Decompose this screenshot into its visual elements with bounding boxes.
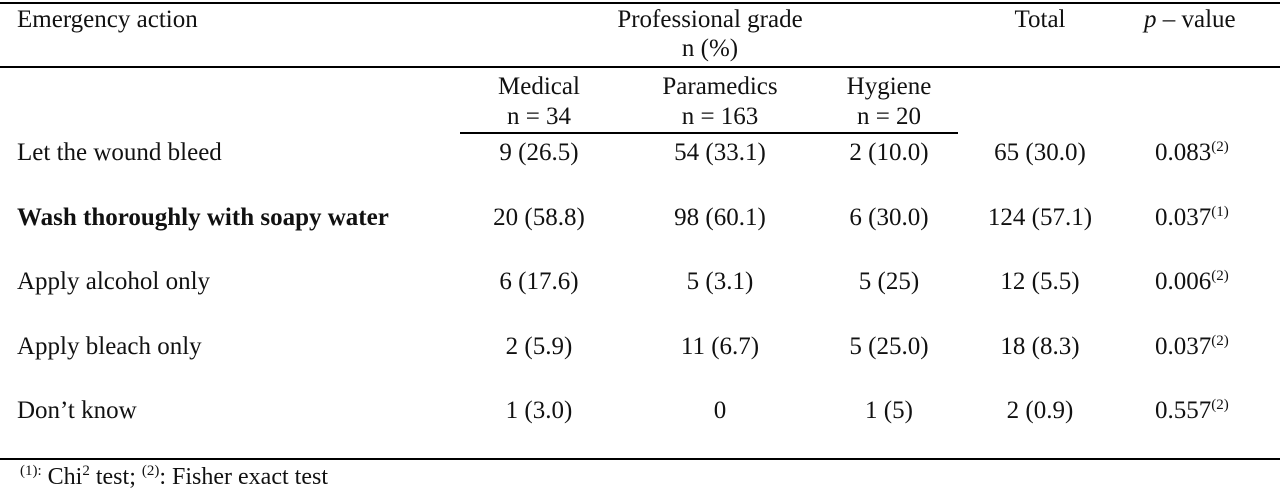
top-rule bbox=[0, 2, 1280, 4]
cell-total: 65 (30.0) bbox=[994, 139, 1086, 166]
test-marker: (1) bbox=[1211, 204, 1229, 220]
table-footnote: (1): Chi2 test; (2): Fisher exact test bbox=[20, 463, 328, 491]
header-total: Total bbox=[1014, 6, 1066, 33]
cell-medical: 1 (3.0) bbox=[505, 397, 573, 424]
cell-medical: 2 (5.9) bbox=[505, 333, 573, 360]
cell-hygiene: 1 (5) bbox=[865, 397, 913, 424]
cell-p-value: 0.083(2) bbox=[1155, 139, 1229, 166]
test-marker: (2) bbox=[1211, 397, 1229, 413]
cell-p-value: 0.037(1) bbox=[1155, 204, 1229, 231]
cell-hygiene: 6 (30.0) bbox=[849, 204, 929, 231]
cell-total: 12 (5.5) bbox=[1000, 268, 1080, 295]
header-rule bbox=[0, 66, 1280, 68]
cell-total: 18 (8.3) bbox=[1000, 333, 1080, 360]
cell-hygiene: 5 (25.0) bbox=[849, 333, 929, 360]
row-label: Apply bleach only bbox=[17, 333, 202, 360]
test-marker: (2) bbox=[1211, 268, 1229, 284]
cell-total: 2 (0.9) bbox=[1006, 397, 1074, 424]
row-label: Wash thoroughly with soapy water bbox=[17, 204, 389, 231]
cell-paramedics: 5 (3.1) bbox=[686, 268, 754, 295]
cell-p-value: 0.557(2) bbox=[1155, 397, 1229, 424]
header-group-title: Professional grade bbox=[617, 6, 803, 33]
row-label: Don’t know bbox=[17, 397, 137, 424]
header-group-sub: n (%) bbox=[681, 35, 739, 62]
col-paramedics-name: Paramedics bbox=[662, 73, 778, 100]
col-medical-name: Medical bbox=[498, 73, 580, 100]
col-medical-n: n = 34 bbox=[506, 103, 572, 130]
test-marker: (2) bbox=[1211, 139, 1229, 155]
cell-medical: 20 (58.8) bbox=[493, 204, 585, 231]
cell-paramedics: 0 bbox=[713, 397, 727, 424]
header-p-italic: p bbox=[1144, 6, 1157, 33]
cell-p-value: 0.006(2) bbox=[1155, 268, 1229, 295]
row-label: Apply alcohol only bbox=[17, 268, 211, 295]
subgroup-rule bbox=[460, 132, 958, 134]
header-p-rest: – value bbox=[1156, 6, 1236, 33]
col-paramedics-n: n = 163 bbox=[681, 103, 759, 130]
cell-hygiene: 2 (10.0) bbox=[849, 139, 929, 166]
header-p-value: p – value bbox=[1144, 5, 1236, 35]
col-hygiene-name: Hygiene bbox=[846, 73, 932, 100]
cell-p-value: 0.037(2) bbox=[1155, 333, 1229, 360]
cell-medical: 9 (26.5) bbox=[499, 139, 579, 166]
cell-total: 124 (57.1) bbox=[987, 204, 1093, 231]
cell-paramedics: 11 (6.7) bbox=[680, 333, 760, 360]
col-hygiene-n: n = 20 bbox=[856, 103, 922, 130]
cell-hygiene: 5 (25) bbox=[858, 268, 920, 295]
cell-paramedics: 54 (33.1) bbox=[674, 139, 766, 166]
cell-paramedics: 98 (60.1) bbox=[674, 204, 766, 231]
cell-medical: 6 (17.6) bbox=[499, 268, 579, 295]
row-label: Let the wound bleed bbox=[17, 139, 222, 166]
bottom-rule bbox=[0, 458, 1280, 460]
header-action: Emergency action bbox=[17, 6, 198, 33]
test-marker: (2) bbox=[1211, 333, 1229, 349]
